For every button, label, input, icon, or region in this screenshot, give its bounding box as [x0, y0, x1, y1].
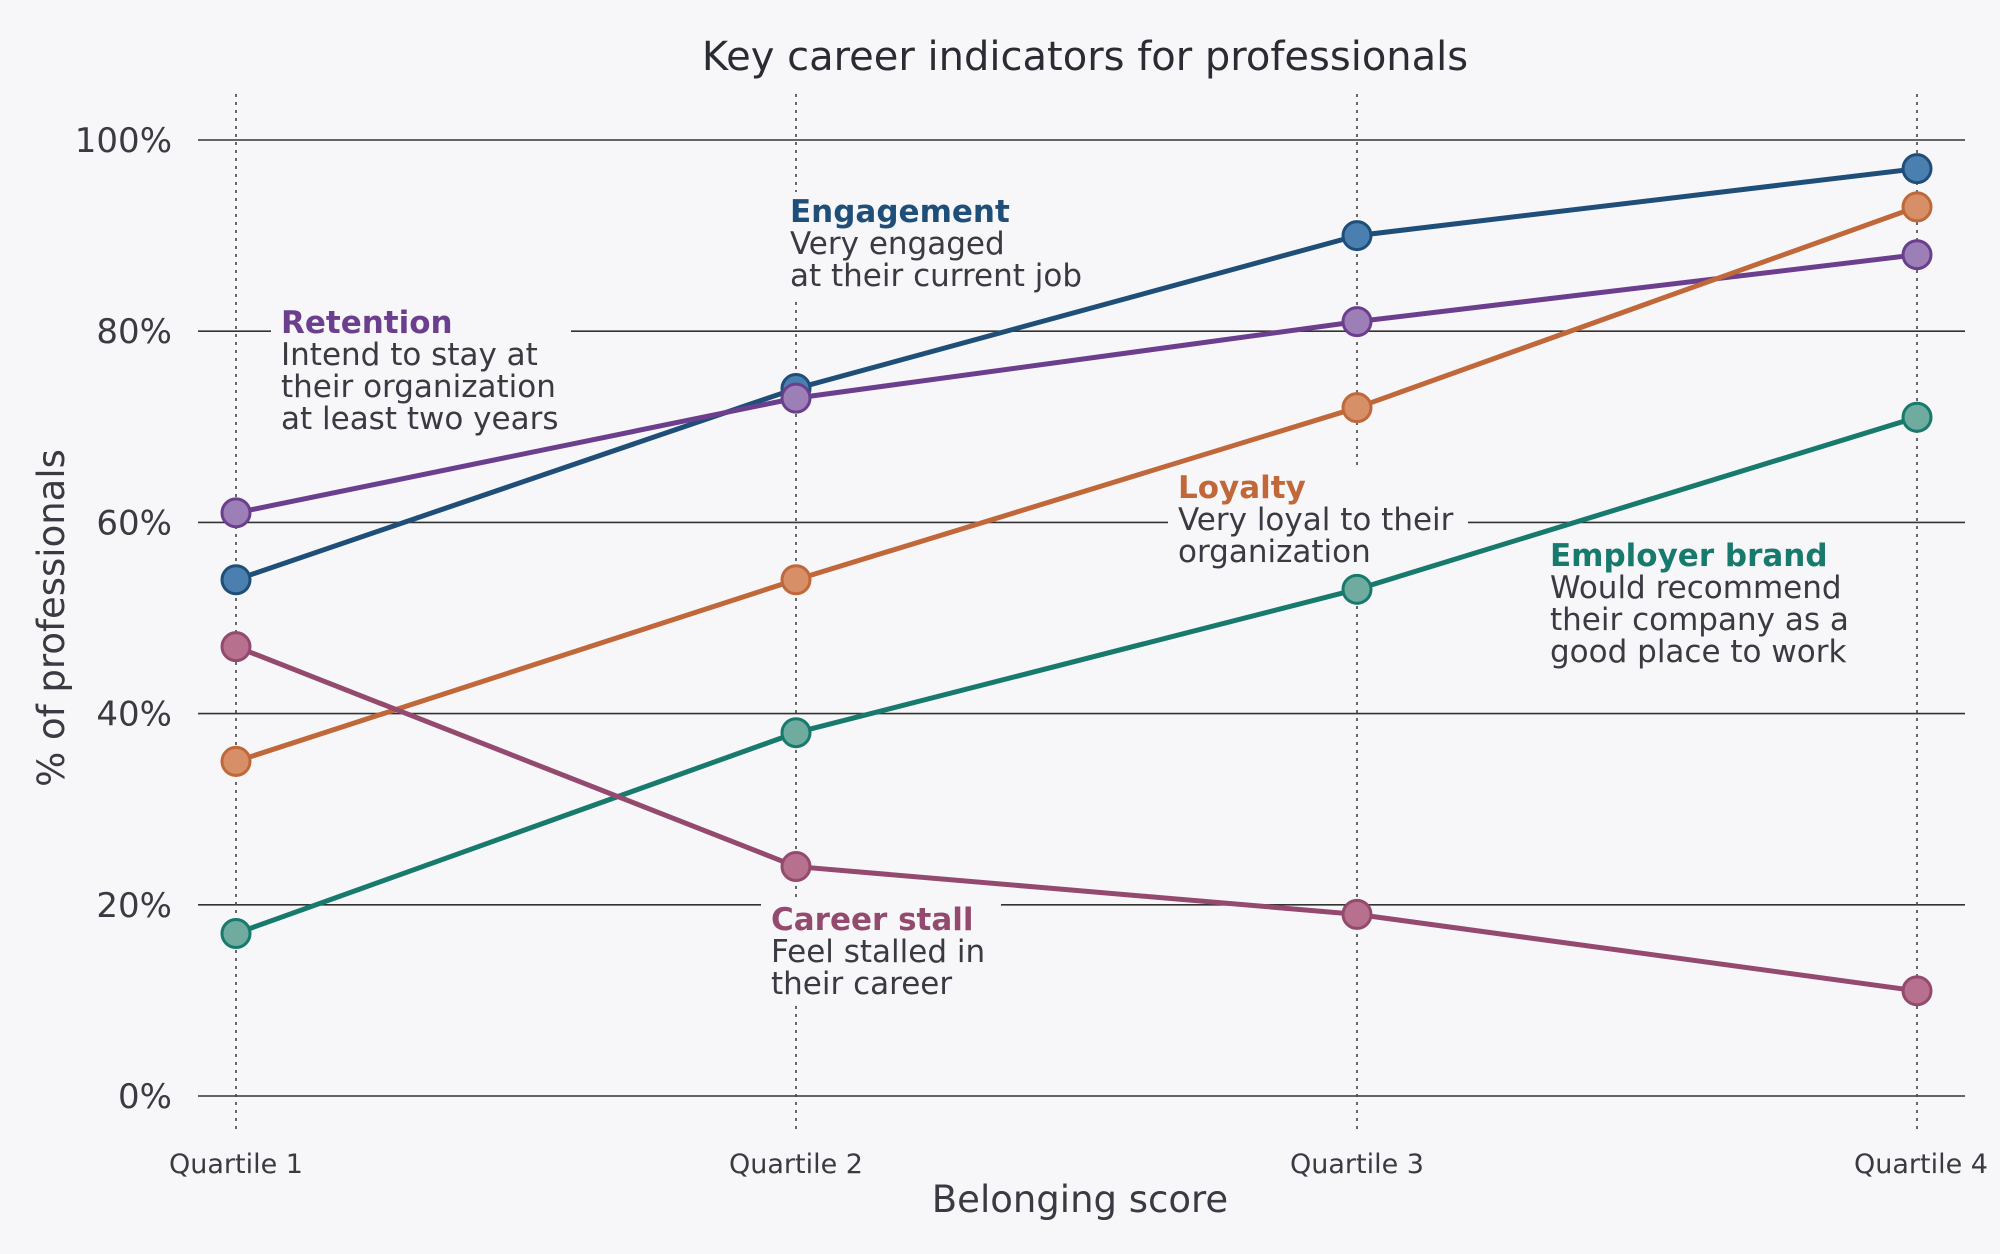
x-tick-label: Quartile 2: [729, 1149, 863, 1180]
series-points: [220, 153, 1933, 1007]
x-tick-label: Quartile 3: [1290, 1149, 1424, 1180]
annotation-title: Retention: [281, 305, 453, 341]
series-line-employer-brand: [235, 414, 1918, 936]
annotation-text: their company as a: [1550, 602, 1849, 638]
annotation-text: Would recommend: [1550, 570, 1842, 606]
series-line-career-stall: [235, 644, 1918, 994]
annotation-text: their organization: [281, 369, 556, 405]
grid: [198, 94, 1965, 1130]
annotation-text: their career: [771, 966, 952, 1002]
y-axis-label: % of professionals: [30, 449, 73, 787]
annotation-text: organization: [1178, 534, 1371, 570]
annotation-text: Very loyal to their: [1178, 502, 1454, 538]
y-tick-label: 80%: [96, 312, 172, 352]
y-tick-label: 20%: [96, 886, 172, 926]
annotation-text: Very engaged: [790, 226, 1005, 262]
x-axis-label: Belonging score: [932, 1178, 1228, 1221]
annotation-title: Engagement: [790, 194, 1010, 230]
annotation-text: at their current job: [790, 258, 1082, 294]
annotation-text: Intend to stay at: [281, 337, 538, 373]
annotation-backdrop: [271, 303, 571, 441]
data-point-career-stall: [1341, 898, 1373, 930]
data-point-employer-brand: [1341, 573, 1373, 605]
annotation-title: Career stall: [771, 902, 974, 938]
data-point-employer-brand: [220, 917, 252, 949]
data-point-career-stall: [780, 851, 812, 883]
data-point-employer-brand: [780, 717, 812, 749]
y-tick-label: 100%: [75, 121, 172, 161]
y-axis-ticks: 0% 20% 40% 60% 80% 100%: [75, 121, 172, 1117]
data-point-retention: [780, 382, 812, 414]
annotation-backdrop: [761, 900, 1001, 1006]
series-line-loyalty: [235, 204, 1918, 764]
x-axis-ticks: Quartile 1 Quartile 2 Quartile 3 Quartile 4: [169, 1149, 1988, 1180]
annotation-text: Feel stalled in: [771, 934, 985, 970]
data-point-retention: [220, 497, 252, 529]
y-tick-label: 60%: [96, 503, 172, 543]
data-point-engagement: [1901, 153, 1933, 185]
data-point-loyalty: [1901, 191, 1933, 223]
x-tick-label: Quartile 1: [169, 1149, 303, 1180]
series-lines: [235, 166, 1918, 994]
data-point-loyalty: [780, 564, 812, 596]
annotation-text: good place to work: [1550, 634, 1846, 670]
x-tick-label: Quartile 4: [1854, 1149, 1988, 1180]
data-point-loyalty: [1341, 392, 1373, 424]
data-point-retention: [1341, 306, 1373, 338]
chart-title: Key career indicators for professionals: [702, 34, 1468, 80]
data-point-career-stall: [1901, 975, 1933, 1007]
y-tick-label: 40%: [96, 695, 172, 735]
data-point-employer-brand: [1901, 401, 1933, 433]
annotation-backdrop: [1168, 468, 1468, 574]
data-point-engagement: [1341, 220, 1373, 252]
annotation-backdrop: [780, 192, 1090, 298]
data-point-retention: [1901, 239, 1933, 271]
data-point-loyalty: [220, 745, 252, 777]
annotation-title: Employer brand: [1550, 538, 1828, 574]
annotation-title: Loyalty: [1178, 470, 1306, 506]
annotation-text: at least two years: [281, 401, 559, 437]
y-tick-label: 0%: [118, 1077, 172, 1117]
series-line-retention: [235, 252, 1918, 516]
series-line-engagement: [235, 166, 1918, 583]
data-point-career-stall: [220, 631, 252, 663]
data-point-engagement: [220, 564, 252, 596]
annotation-backdrop: [1540, 536, 1860, 674]
